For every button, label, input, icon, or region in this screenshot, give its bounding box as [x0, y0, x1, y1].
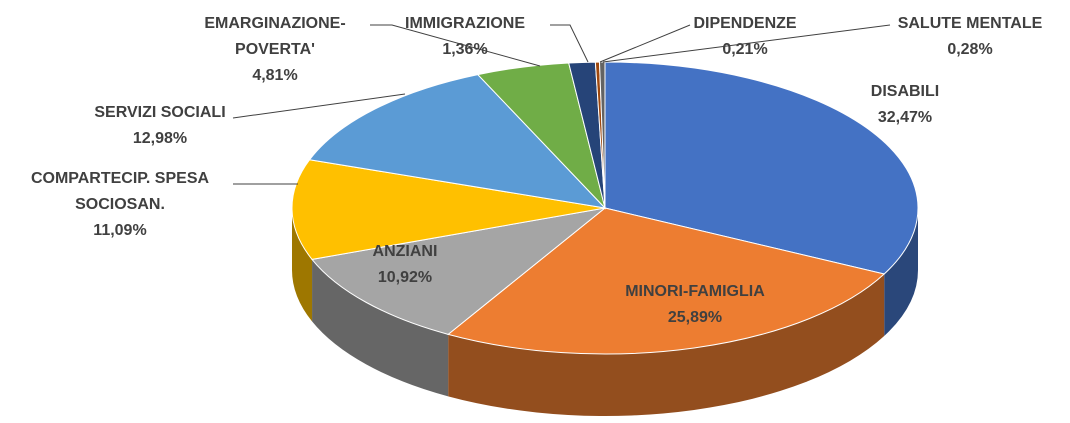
- label-value: 1,36%: [442, 41, 488, 58]
- data-label: DIPENDENZE 0,21%: [675, 11, 815, 63]
- label-value: 25,89%: [667, 309, 723, 326]
- leader-line: [550, 24, 589, 63]
- label-value: 0,21%: [722, 41, 768, 58]
- label-value: 32,47%: [877, 109, 933, 126]
- label-category: SERVIZI SOCIALI: [94, 104, 226, 121]
- leader-line: [232, 93, 406, 119]
- label-value: 11,09%: [93, 222, 147, 239]
- label-category: MINORI-FAMIGLIA: [625, 283, 765, 300]
- label-value: 10,92%: [377, 269, 433, 286]
- slice: [447, 207, 886, 355]
- data-label: ANZIANI 10,92%: [345, 239, 465, 291]
- label-category: DIPENDENZE: [693, 15, 797, 32]
- data-label: MINORI-FAMIGLIA 25,89%: [585, 279, 805, 331]
- data-label: DISABILI 32,47%: [835, 79, 975, 131]
- leader-line: [602, 24, 891, 63]
- leader-line: [370, 24, 541, 67]
- data-label: SERVIZI SOCIALI 12,98%: [70, 100, 250, 152]
- slice-side: [884, 208, 918, 337]
- slice: [291, 159, 606, 260]
- slice-side: [448, 274, 885, 417]
- label-category: COMPARTECIP. SPESA SOCIOSAN.: [30, 170, 210, 213]
- data-label: IMMIGRAZIONE 1,36%: [385, 11, 545, 63]
- label-category: SALUTE MENTALE: [897, 15, 1043, 32]
- label-category: EMARGINAZIONE-POVERTA': [204, 15, 346, 58]
- slice-side: [292, 208, 313, 322]
- data-label: COMPARTECIP. SPESA SOCIOSAN. 11,09%: [5, 166, 235, 244]
- label-value: 12,98%: [132, 130, 188, 147]
- slice-side: [312, 259, 449, 397]
- data-label: SALUTE MENTALE 0,28%: [885, 11, 1055, 63]
- label-category: IMMIGRAZIONE: [405, 15, 525, 32]
- label-value: 4,81%: [252, 67, 298, 84]
- label-category: ANZIANI: [372, 243, 438, 260]
- slice: [604, 61, 919, 275]
- leader-line: [599, 24, 691, 63]
- slice: [308, 74, 607, 209]
- label-category: DISABILI: [870, 83, 940, 100]
- slice: [311, 207, 606, 335]
- label-value: 0,28%: [947, 41, 993, 58]
- data-label: EMARGINAZIONE-POVERTA' 4,81%: [185, 11, 365, 89]
